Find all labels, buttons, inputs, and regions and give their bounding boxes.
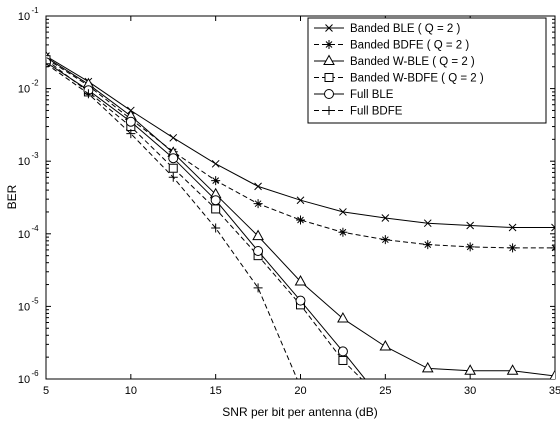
data-point-circle-marker (253, 245, 264, 256)
legend-item: Full BLE (314, 89, 394, 101)
data-point-star-marker (465, 242, 475, 252)
data-point-circle-marker (295, 295, 306, 306)
data-point-star-marker (508, 243, 518, 253)
y-tick-exponent: -2 (31, 79, 39, 88)
legend: Banded BLE ( Q = 2 ) Banded BDFE ( Q = 2 … (307, 17, 547, 124)
series-3 (46, 50, 555, 379)
x-axis-label: SNR per bit per antenna (dB) (222, 405, 377, 419)
data-point-circle-marker (168, 153, 179, 164)
y-tick-exponent: -1 (31, 6, 39, 15)
data-point-square-marker (324, 73, 334, 82)
legend-item: Full BDFE (314, 106, 403, 118)
data-point-square-marker (168, 163, 178, 173)
series-group (46, 50, 555, 379)
data-point-x-marker (381, 214, 390, 222)
data-point-plus-marker (324, 106, 334, 115)
data-point-circle-marker (337, 346, 348, 357)
x-tick-label: 25 (379, 385, 391, 397)
x-tick-label: 35 (549, 385, 560, 397)
data-point-star-marker (253, 199, 263, 209)
legend-label: Full BDFE (350, 106, 403, 118)
data-point-star-marker (324, 40, 334, 49)
data-point-x-marker (339, 208, 347, 216)
data-point-x-marker (423, 219, 432, 228)
data-point-plus-marker (253, 283, 263, 293)
legend-box (307, 17, 547, 124)
series-5 (46, 57, 366, 379)
data-point-plus-marker (168, 172, 178, 182)
data-point-square-marker (338, 355, 348, 365)
data-point-x-marker (551, 223, 555, 232)
data-point-triangle-marker (252, 229, 264, 241)
data-point-triangle-marker (464, 364, 477, 375)
data-point-x-marker (211, 159, 220, 168)
data-point-circle-marker (324, 89, 334, 99)
legend-item: Banded W-BDFE ( Q = 2 ) (314, 73, 484, 85)
data-point-plus-marker (83, 89, 93, 99)
data-point-triangle-marker (421, 361, 434, 373)
data-point-triangle-marker (379, 340, 392, 351)
x-tick-label: 30 (464, 385, 476, 397)
data-point-x-marker (508, 223, 517, 232)
legend-item: Banded BLE ( Q = 2 ) (314, 23, 460, 35)
data-point-triangle-marker (506, 364, 519, 375)
data-point-star-marker (211, 176, 221, 186)
legend-item: Banded BDFE ( Q = 2 ) (314, 40, 469, 52)
data-point-circle-marker (125, 116, 136, 127)
data-point-circle-marker (210, 195, 221, 206)
y-tick-label: 10 (18, 301, 30, 313)
data-point-star-marker (423, 240, 433, 250)
y-tick-label: 10 (18, 156, 30, 168)
y-tick-label: 10 (18, 229, 30, 241)
data-point-x-marker (466, 221, 475, 230)
legend-label: Banded BDFE ( Q = 2 ) (350, 40, 469, 52)
y-tick-exponent: -6 (31, 369, 39, 378)
data-point-x-marker (325, 24, 333, 32)
data-point-triangle-marker (294, 275, 307, 286)
data-point-x-marker (169, 133, 178, 142)
data-point-x-marker (296, 196, 305, 205)
data-point-plus-marker (126, 129, 136, 139)
legend-label: Banded W-BLE ( Q = 2 ) (350, 56, 475, 68)
x-tick-label: 5 (43, 385, 49, 397)
series-6 (46, 59, 298, 379)
data-point-star-marker (380, 235, 390, 245)
y-tick-exponent: -3 (31, 151, 39, 160)
data-point-star-marker (296, 215, 305, 225)
data-point-triangle-marker (337, 312, 349, 323)
data-point-x-marker (254, 182, 262, 191)
data-point-star-marker (338, 227, 348, 237)
y-tick-label: 10 (18, 84, 30, 96)
y-tick-label: 10 (18, 374, 30, 386)
legend-label: Full BLE (350, 89, 394, 101)
y-tick-exponent: -5 (31, 296, 39, 305)
data-point-plus-marker (46, 59, 51, 69)
y-tick-exponent: -4 (31, 224, 39, 233)
data-point-plus-marker (211, 223, 221, 233)
legend-label: Banded W-BDFE ( Q = 2 ) (350, 73, 484, 85)
y-tick-label: 10 (18, 11, 30, 23)
x-tick-label: 10 (125, 385, 137, 397)
data-point-triangle-marker (323, 54, 335, 65)
legend-label: Banded BLE ( Q = 2 ) (350, 23, 460, 35)
x-tick-label: 20 (294, 385, 306, 397)
data-point-square-marker (211, 204, 221, 214)
y-axis-label: BER (5, 184, 19, 209)
legend-item: Banded W-BLE ( Q = 2 ) (314, 54, 475, 68)
data-point-triangle-marker (549, 369, 555, 379)
x-tick-label: 15 (210, 385, 222, 397)
